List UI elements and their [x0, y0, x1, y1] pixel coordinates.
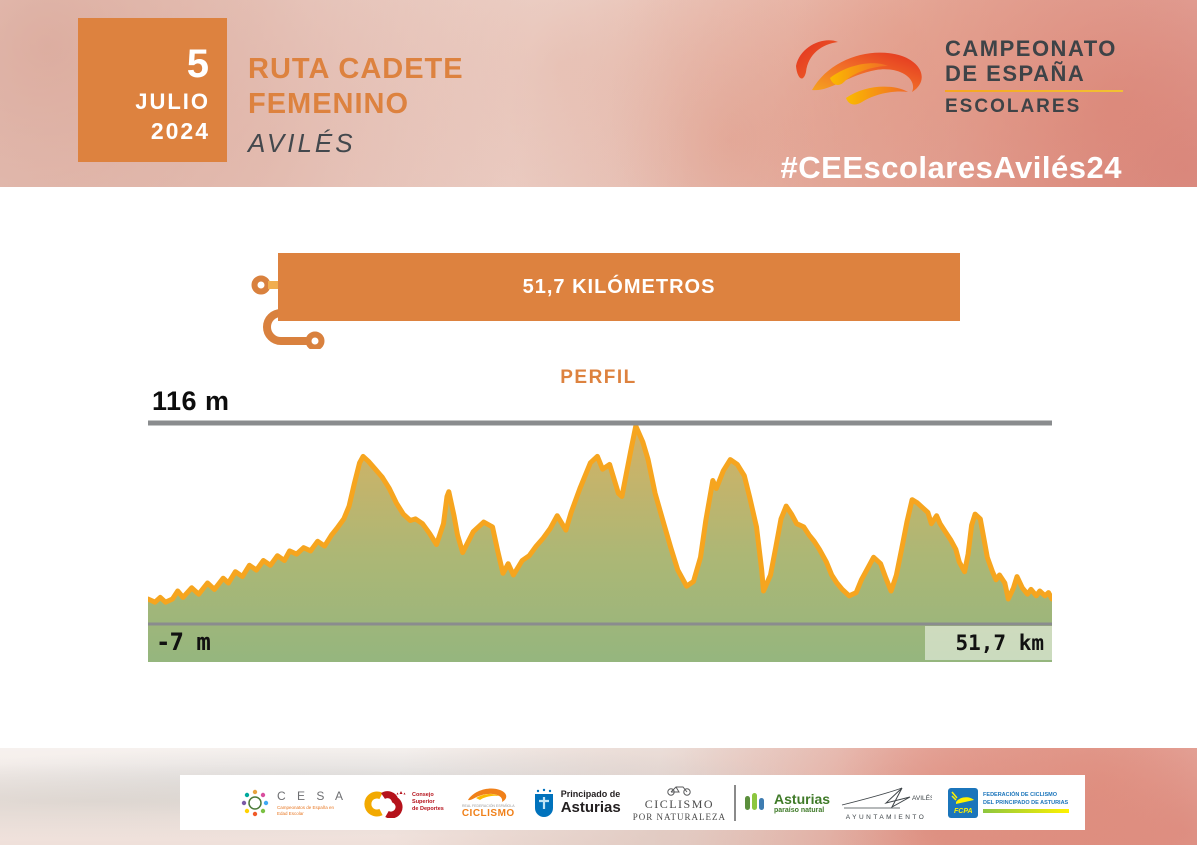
logo-asturias-paraiso: Asturias paraíso natural	[744, 790, 830, 816]
rfec-flame-icon	[468, 788, 507, 802]
footer-banner: C E S A Campeonatos de España en Edad Es…	[0, 748, 1197, 845]
csd-monogram-icon	[364, 790, 406, 818]
principado-name: Asturias	[560, 799, 621, 816]
logo-cesa: C E S A Campeonatos de España en Edad Es…	[240, 788, 347, 818]
logo-divider	[734, 784, 737, 821]
logo-aviles: AVILÉS AYUNTAMIENTO	[840, 785, 932, 821]
logo-principado-asturias: Principado de Asturias	[533, 788, 621, 818]
elevation-chart	[148, 420, 1052, 662]
logo-ciclismo-por-naturaleza: CICLISMO POR NATURALEZA	[633, 784, 726, 822]
brand-line3: ESCOLARES	[945, 96, 1082, 117]
header-banner: 5 JULIO 2024 RUTA CADETE FEMENINO AVILÉS	[0, 0, 1197, 187]
aviles-star-icon: AVILÉS	[841, 787, 932, 808]
principado-subtext: Principado de	[560, 789, 621, 799]
fcpa-name-svg: FCPA	[954, 808, 973, 815]
paraiso-name: Asturias	[774, 790, 831, 807]
cpn-line2: POR NATURALEZA	[632, 811, 727, 822]
fcpa-line1: FEDERACIÓN DE CICLISMO	[983, 792, 1057, 799]
elevation-area	[148, 426, 1052, 662]
date-year: 2024	[150, 118, 210, 144]
asturias-shield-icon	[534, 788, 553, 817]
fcpa-emblem-icon: FCPA	[948, 787, 979, 818]
sponsor-logo-bar: C E S A Campeonatos de España en Edad Es…	[180, 775, 1085, 830]
paraiso-marks-icon	[745, 792, 765, 810]
logo-rfec: REAL FEDERACIÓN ESPAÑOLA CICLISMO	[462, 786, 515, 819]
csd-line2: Superior	[412, 799, 435, 806]
date-box: 5 JULIO 2024	[78, 18, 227, 162]
brand-line1: CAMPEONATO	[945, 36, 1117, 61]
max-elevation-label: 116 m	[152, 386, 230, 416]
csd-line1: Consejo	[412, 792, 434, 799]
event-title-line1: RUTA CADETE	[248, 53, 464, 85]
event-hashtag: #CEEscolaresAvilés24	[780, 150, 1122, 185]
event-location: AVILÉS	[248, 128, 356, 158]
total-distance-box: 51,7 km	[925, 626, 1052, 660]
logo-csd: Consejo Superior de Deportes	[361, 788, 444, 818]
campeonato-wordmark: CAMPEONATO DE ESPAÑA ESCOLARES	[945, 36, 1130, 118]
cpn-line1: CICLISMO	[644, 796, 715, 811]
total-distance-label: 51,7 km	[955, 631, 1044, 655]
aviles-subtext: AYUNTAMIENTO	[845, 813, 927, 821]
campeonato-logo: CAMPEONATO DE ESPAÑA ESCOLARES	[790, 28, 1130, 118]
distance-label: 51,7 KILÓMETROS	[522, 275, 716, 298]
csd-line3: de Deportes	[412, 805, 444, 812]
event-title-line2: FEMENINO	[248, 88, 410, 120]
rfec-subtext: REAL FEDERACIÓN ESPAÑOLA	[462, 804, 515, 808]
event-title: RUTA CADETE FEMENINO AVILÉS	[248, 52, 464, 159]
fcpa-line2: DEL PRINCIPADO DE ASTURIAS	[983, 799, 1069, 806]
elevation-line	[148, 423, 1052, 605]
distance-banner: 51,7 KILÓMETROS	[278, 253, 960, 321]
brand-line2: DE ESPAÑA	[945, 61, 1086, 86]
aviles-name-svg: AVILÉS	[912, 793, 932, 802]
cesa-emblem-icon	[241, 789, 269, 816]
elevation-profile-svg	[148, 420, 1052, 662]
campeonato-flame-icon	[796, 40, 922, 105]
brand-rule	[945, 90, 1123, 92]
bicycle-icon	[667, 786, 692, 796]
date-day: 5	[186, 42, 210, 86]
chart-title: PERFIL	[560, 367, 637, 388]
fcpa-gradient-bar	[983, 808, 1070, 813]
cesa-name: C E S A	[277, 788, 348, 803]
paraiso-subtext: paraíso natural	[774, 806, 825, 814]
logo-fcpa: FCPA FEDERACIÓN DE CICLISMO DEL PRINCIPA…	[948, 787, 1070, 818]
date-month: JULIO	[135, 89, 210, 114]
rfec-name: CICLISMO	[461, 808, 515, 819]
min-elevation-label: -7 m	[156, 628, 211, 656]
cesa-subtext: Campeonatos de España en Edad Escolar	[277, 804, 335, 816]
